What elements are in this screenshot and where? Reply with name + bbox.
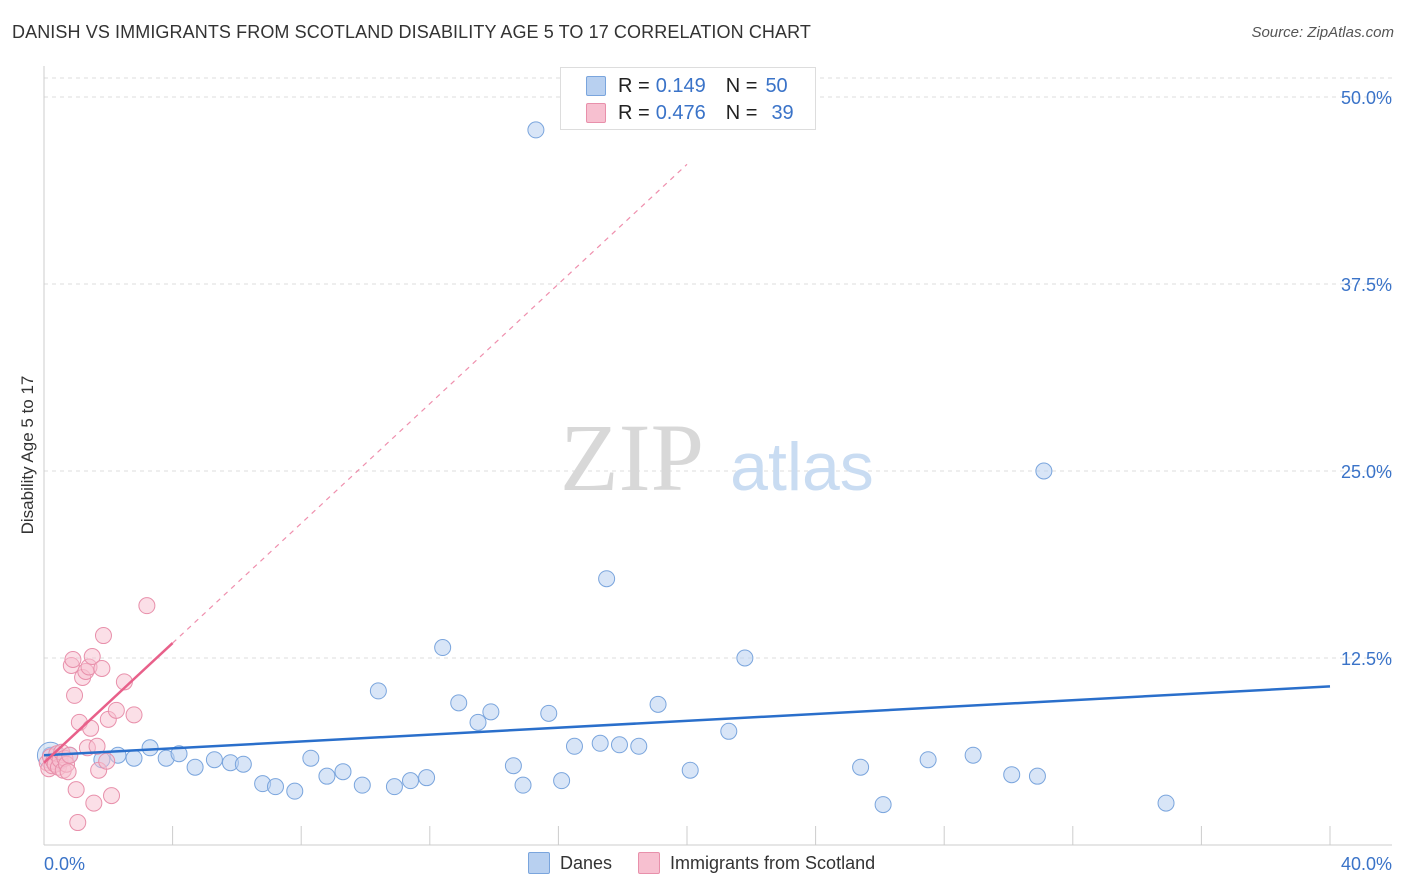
n-value: 39 xyxy=(771,101,794,124)
n-value: 50 xyxy=(765,74,788,97)
source-label: Source: ZipAtlas.com xyxy=(1251,24,1394,41)
r-value: 0.476 xyxy=(655,101,706,124)
x-tick-label-min: 0.0% xyxy=(44,854,85,874)
scotland-point xyxy=(85,794,103,812)
danes-point xyxy=(469,713,487,731)
danes-trend-line xyxy=(43,685,1331,757)
n-label: N = xyxy=(725,74,758,97)
danes-point xyxy=(205,751,223,769)
r-value: 0.149 xyxy=(655,74,706,97)
scotland-trend-extension xyxy=(172,163,688,644)
danes-point xyxy=(186,758,204,776)
scotland-point xyxy=(66,686,84,704)
danes-point xyxy=(874,796,892,814)
watermark-zip: ZIP xyxy=(560,404,704,511)
danes-point xyxy=(369,682,387,700)
y-tick-label: 25.0% xyxy=(1341,462,1392,482)
legend-label-danes: Danes xyxy=(560,852,613,873)
danes-point xyxy=(1003,766,1021,784)
danes-point xyxy=(434,639,452,657)
scotland-point xyxy=(98,752,116,770)
legend-row-danes: R = 0.149 N = 50 xyxy=(586,74,788,98)
danes-point xyxy=(234,755,252,773)
danes-point xyxy=(540,704,558,722)
danes-point xyxy=(170,745,188,763)
danes-point xyxy=(450,694,468,712)
scotland-point xyxy=(64,650,82,668)
legend-item-danes: Danes xyxy=(528,852,612,874)
watermark: ZIP atlas xyxy=(560,404,874,511)
danes-point xyxy=(1035,462,1053,480)
danes-point xyxy=(630,737,648,755)
chart-title: DANISH VS IMMIGRANTS FROM SCOTLAND DISAB… xyxy=(12,22,811,42)
danes-point xyxy=(553,772,571,790)
scotland-point xyxy=(125,706,143,724)
scotland-point xyxy=(103,787,121,805)
danes-point xyxy=(418,769,436,787)
danes-point xyxy=(302,749,320,767)
danes-point xyxy=(598,570,616,588)
danes-point xyxy=(334,763,352,781)
danes-point xyxy=(286,782,304,800)
scotland-point xyxy=(59,763,77,781)
legend-row-scotland: R = 0.476 N = 39 xyxy=(586,101,794,125)
danes-point xyxy=(266,778,284,796)
scotland-point xyxy=(83,648,101,666)
danes-point xyxy=(919,751,937,769)
danes-point xyxy=(125,749,143,767)
r-label: R = xyxy=(618,101,650,124)
stats-legend: R = 0.149 N = 50 R = 0.476 N = 39 xyxy=(560,67,816,130)
y-tick-label: 12.5% xyxy=(1341,649,1392,669)
tick-labels: 12.5% 25.0% 37.5% 50.0% 0.0% 40.0% xyxy=(44,88,1392,874)
legend-label-scotland: Immigrants from Scotland xyxy=(670,852,876,873)
danes-point xyxy=(482,703,500,721)
danes-point xyxy=(318,767,336,785)
watermark-atlas: atlas xyxy=(730,429,874,505)
danes-point xyxy=(565,737,583,755)
y-tick-label: 37.5% xyxy=(1341,275,1392,295)
axes xyxy=(43,66,1392,846)
danes-point xyxy=(527,121,545,139)
danes-point xyxy=(852,758,870,776)
danes-point xyxy=(402,772,420,790)
x-tick-label-max: 40.0% xyxy=(1341,854,1392,874)
danes-point xyxy=(964,746,982,764)
n-label: N = xyxy=(725,101,758,124)
danes-point xyxy=(591,734,609,752)
grid-lines xyxy=(44,77,1392,659)
danes-point xyxy=(353,776,371,794)
scotland-point xyxy=(138,597,156,615)
danes-point xyxy=(504,757,522,775)
danes-point xyxy=(1157,794,1175,812)
danes-point xyxy=(1028,767,1046,785)
r-label: R = xyxy=(618,74,650,97)
scotland-point xyxy=(67,781,85,799)
scotland-point xyxy=(93,659,111,677)
scotland-trend-line xyxy=(43,642,174,764)
danes-point xyxy=(385,778,403,796)
scotland-swatch xyxy=(586,103,606,123)
danes-point xyxy=(610,736,628,754)
series-legend: Danes Immigrants from Scotland xyxy=(528,852,901,874)
danes-point xyxy=(514,776,532,794)
scotland-point xyxy=(88,737,106,755)
danes-point xyxy=(720,722,738,740)
legend-item-scotland: Immigrants from Scotland xyxy=(638,852,875,874)
danes-point xyxy=(649,695,667,713)
y-tick-label: 50.0% xyxy=(1341,88,1392,108)
danes-point xyxy=(681,761,699,779)
scotland-point xyxy=(82,719,100,737)
danes-swatch xyxy=(586,76,606,96)
scotland-point xyxy=(94,627,112,645)
scotland-point xyxy=(69,814,87,832)
scotland-swatch xyxy=(638,852,661,874)
data-points xyxy=(36,121,1175,832)
scotland-point xyxy=(107,701,125,719)
trend-lines xyxy=(43,163,1331,764)
danes-point xyxy=(736,649,754,667)
danes-swatch xyxy=(528,852,550,874)
danes-point xyxy=(141,739,159,757)
